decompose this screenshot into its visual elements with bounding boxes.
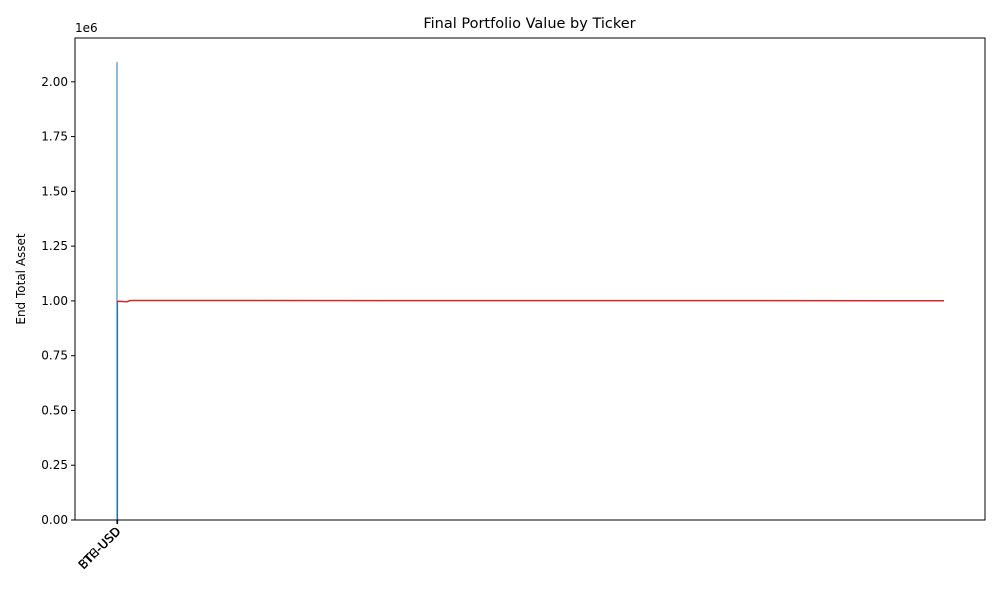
reference-lines: [116, 299, 945, 303]
x-tick-label-eth-usd: ETH-USD: [76, 524, 124, 572]
y-offset-label: 1e6: [75, 21, 98, 35]
bar-eth-usd: [117, 300, 119, 520]
y-axis: 0.00 0.25 0.50 0.75 1.00 1.25 1.50 1.75 2.00: [41, 75, 75, 527]
y-tick-label: 1.75: [41, 130, 68, 144]
y-tick-label: 1.50: [41, 184, 68, 198]
y-tick-label: 2.00: [41, 75, 68, 89]
y-tick-label: 0.00: [41, 513, 68, 527]
chart-title: Final Portfolio Value by Ticker: [423, 16, 635, 32]
y-tick-label: 0.50: [41, 403, 68, 417]
reference-line: [116, 299, 945, 303]
bars: [116, 62, 119, 520]
plot-frame: [74, 37, 986, 521]
y-tick-label: 0.25: [41, 458, 68, 472]
y-tick-label: 0.75: [41, 349, 68, 363]
y-tick-label: 1.25: [41, 239, 68, 253]
bar-btc-usd: [116, 62, 118, 520]
y-axis-label: End Total Asset: [14, 233, 28, 325]
y-tick-label: 1.00: [41, 294, 68, 308]
